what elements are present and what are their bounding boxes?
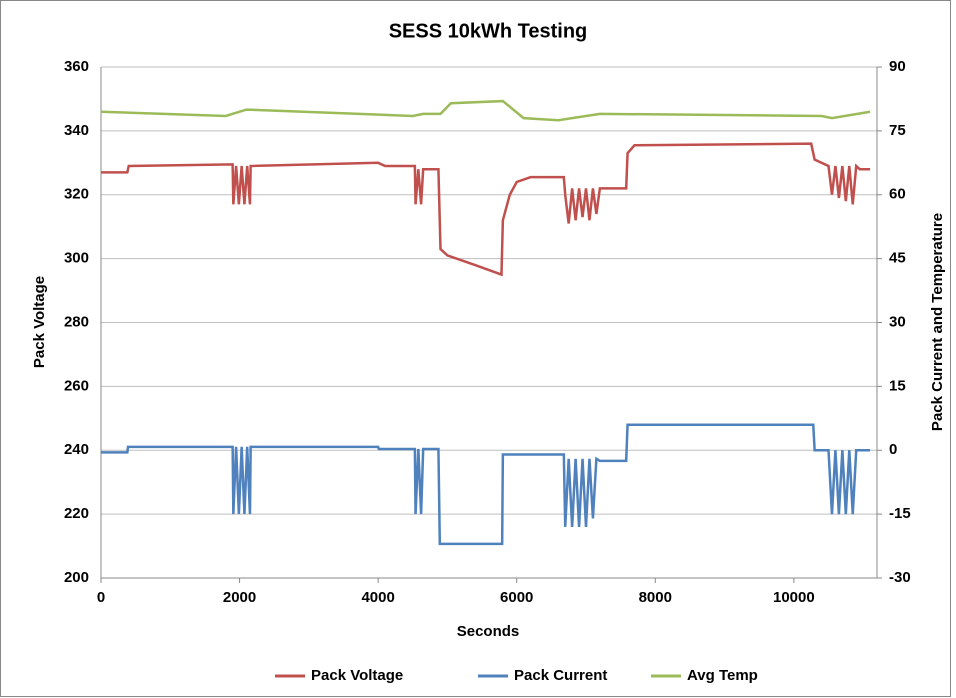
x-tick-label: 0	[97, 589, 105, 606]
data-line	[101, 423, 871, 546]
x-tick-label: 8000	[639, 589, 672, 606]
y2-tick-label: 45	[889, 250, 906, 267]
y2-tick-label: 0	[889, 441, 897, 458]
y-tick-label: 300	[64, 250, 89, 267]
y-axis-title: Pack Voltage	[31, 276, 48, 368]
x-tick-label: 6000	[500, 589, 533, 606]
y-tick-label: 360	[64, 58, 89, 75]
legend-label: Avg Temp	[687, 667, 758, 684]
y-tick-label: 240	[64, 441, 89, 458]
y2-tick-label: 30	[889, 313, 906, 330]
y2-tick-label: -30	[889, 569, 911, 586]
y-tick-label: 260	[64, 377, 89, 394]
x-tick-label: 10000	[773, 589, 815, 606]
y2-axis-title: Pack Current and Temperature	[929, 213, 946, 431]
y-tick-label: 200	[64, 569, 89, 586]
data-line	[100, 99, 871, 122]
y-tick-label: 220	[64, 505, 89, 522]
y2-tick-label: 60	[889, 186, 906, 203]
y-tick-label: 320	[64, 186, 89, 203]
y2-tick-label: 15	[889, 377, 906, 394]
x-tick-label: 2000	[223, 589, 256, 606]
y-tick-label: 280	[64, 313, 89, 330]
y-tick-label: 340	[64, 122, 89, 139]
legend-label: Pack Current	[514, 667, 607, 684]
y2-tick-label: 90	[889, 58, 906, 75]
chart-title: SESS 10kWh Testing	[389, 20, 588, 42]
x-tick-label: 4000	[361, 589, 394, 606]
x-axis-title: Seconds	[457, 623, 520, 640]
y2-tick-label: 75	[889, 122, 906, 139]
legend-label: Pack Voltage	[311, 667, 403, 684]
y2-tick-label: -15	[889, 505, 911, 522]
data-line	[101, 142, 871, 277]
